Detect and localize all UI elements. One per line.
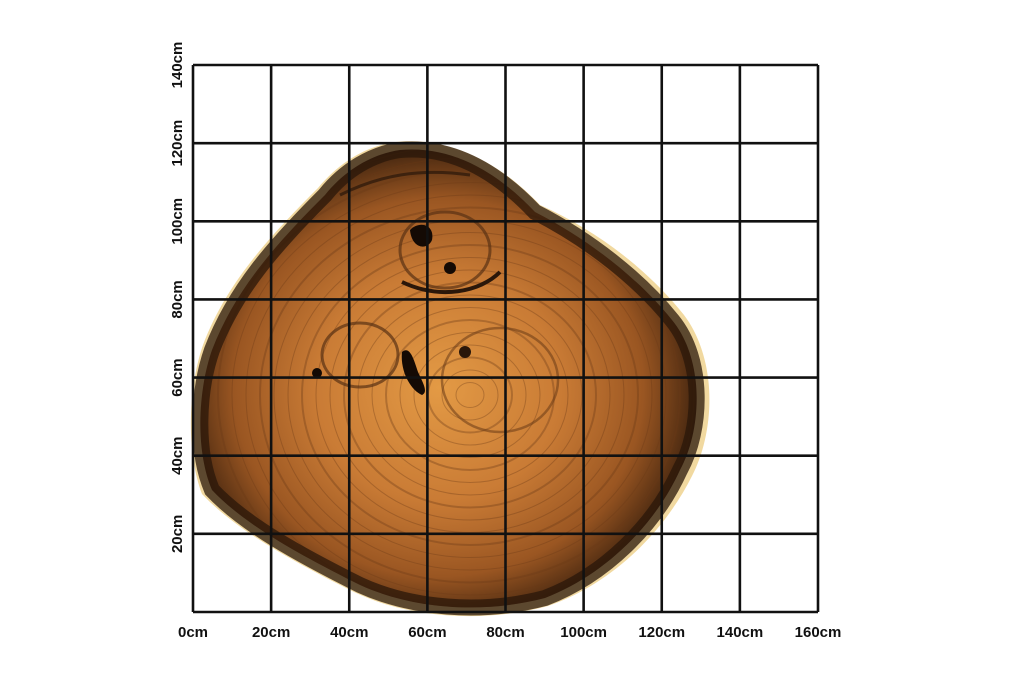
measurement-grid xyxy=(191,63,820,614)
y-label-60: 60cm xyxy=(169,358,186,396)
x-label-60: 60cm xyxy=(408,624,446,641)
x-label-100: 100cm xyxy=(560,624,607,641)
growth-ring xyxy=(357,294,583,496)
wood-slab-image xyxy=(190,141,710,617)
growth-ring xyxy=(441,369,499,421)
y-label-140: 140cm xyxy=(169,42,186,89)
x-label-160: 160cm xyxy=(795,624,842,641)
y-axis-labels: 20cm 40cm 60cm 80cm 100cm 120cm 140cm xyxy=(169,42,186,553)
y-label-40: 40cm xyxy=(169,437,186,475)
x-label-20: 20cm xyxy=(252,624,290,641)
x-label-40: 40cm xyxy=(330,624,368,641)
x-label-0: 0cm xyxy=(178,624,208,641)
growth-ring xyxy=(399,332,541,458)
x-axis-labels: 0cm 20cm 40cm 60cm 80cm 100cm 120cm 140c… xyxy=(178,624,841,641)
growth-ring xyxy=(231,182,697,608)
growth-ring xyxy=(301,244,639,546)
growth-ring xyxy=(315,257,625,533)
x-label-120: 120cm xyxy=(638,624,685,641)
growth-ring xyxy=(455,382,485,408)
y-label-120: 120cm xyxy=(169,120,186,167)
growth-ring xyxy=(329,269,611,521)
growth-ring xyxy=(287,232,653,558)
growth-ring xyxy=(385,319,555,471)
y-label-80: 80cm xyxy=(169,280,186,318)
y-label-20: 20cm xyxy=(169,515,186,553)
growth-ring xyxy=(371,307,569,483)
growth-ring xyxy=(259,206,681,584)
growth-ring xyxy=(413,344,527,446)
x-label-140: 140cm xyxy=(717,624,764,641)
x-label-80: 80cm xyxy=(486,624,524,641)
y-label-100: 100cm xyxy=(169,198,186,245)
